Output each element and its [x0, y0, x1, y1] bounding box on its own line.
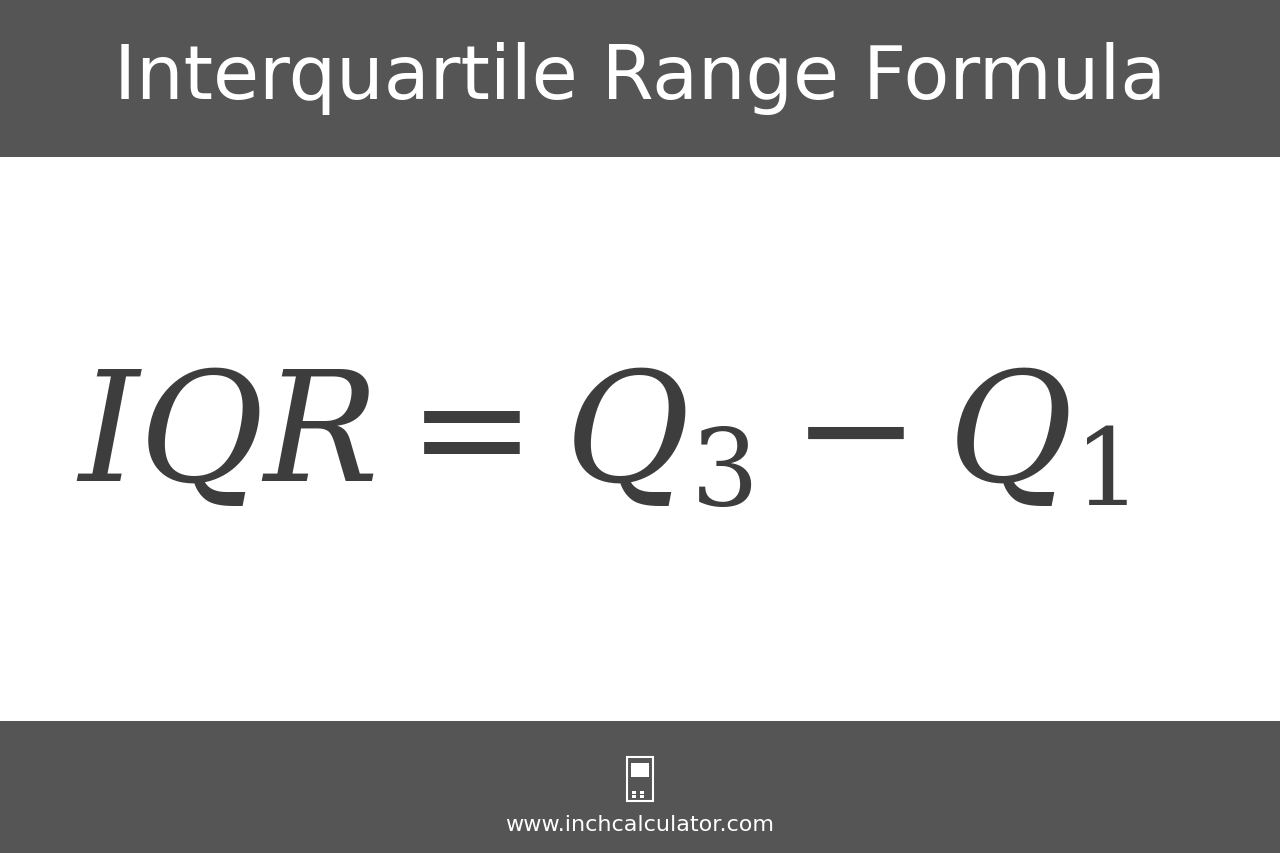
- Bar: [631, 763, 649, 777]
- Text: www.inchcalculator.com: www.inchcalculator.com: [506, 814, 774, 834]
- Text: Interquartile Range Formula: Interquartile Range Formula: [114, 43, 1166, 115]
- Text: $\mathit{IQR} = \mathit{Q}_{3} - \mathit{Q}_{1}$: $\mathit{IQR} = \mathit{Q}_{3} - \mathit…: [76, 365, 1128, 514]
- Bar: [632, 792, 636, 794]
- Bar: [0, 0, 1280, 158]
- Bar: [0, 721, 1280, 853]
- Bar: [640, 792, 644, 794]
- Bar: [640, 796, 644, 798]
- Bar: [632, 796, 636, 798]
